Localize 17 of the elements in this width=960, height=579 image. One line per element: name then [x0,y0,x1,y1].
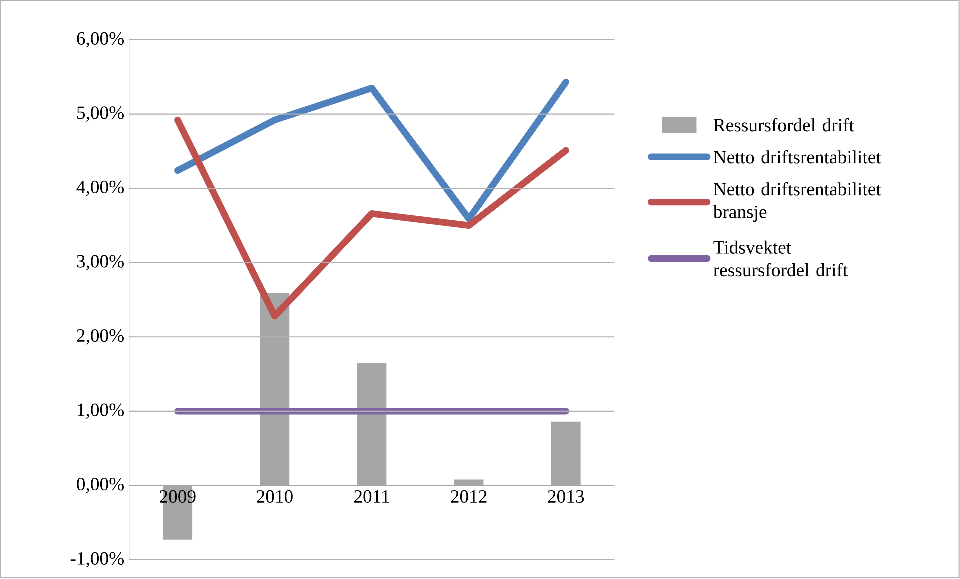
y-tick-label: 5,00% [78,106,124,122]
y-tick-label: -1,00% [70,552,124,568]
x-tick-label: 2012 [451,490,487,504]
legend-label: Netto driftsrentabilitet [714,150,882,164]
y-tick-label: 2,00% [77,330,124,345]
y-tick-label: 1,00% [78,404,124,420]
x-tick-label: 2013 [548,490,584,504]
y-tick-label: 3,00% [77,255,124,271]
y-tick-label: 6,00% [77,32,124,48]
x-tick-label: 2010 [257,490,293,504]
x-tick-label: 2009 [160,490,196,504]
legend-label: Ressursfordel drift [714,118,854,132]
legend-label: Netto driftsrentabilitet bransje [713,182,882,222]
x-tick-label: 2011 [354,490,390,504]
legend-label: Tidsvektet ressursfordel drift [714,240,848,277]
y-tick-label: 4,00% [76,181,124,196]
y-tick-label: 0,00% [77,478,124,494]
